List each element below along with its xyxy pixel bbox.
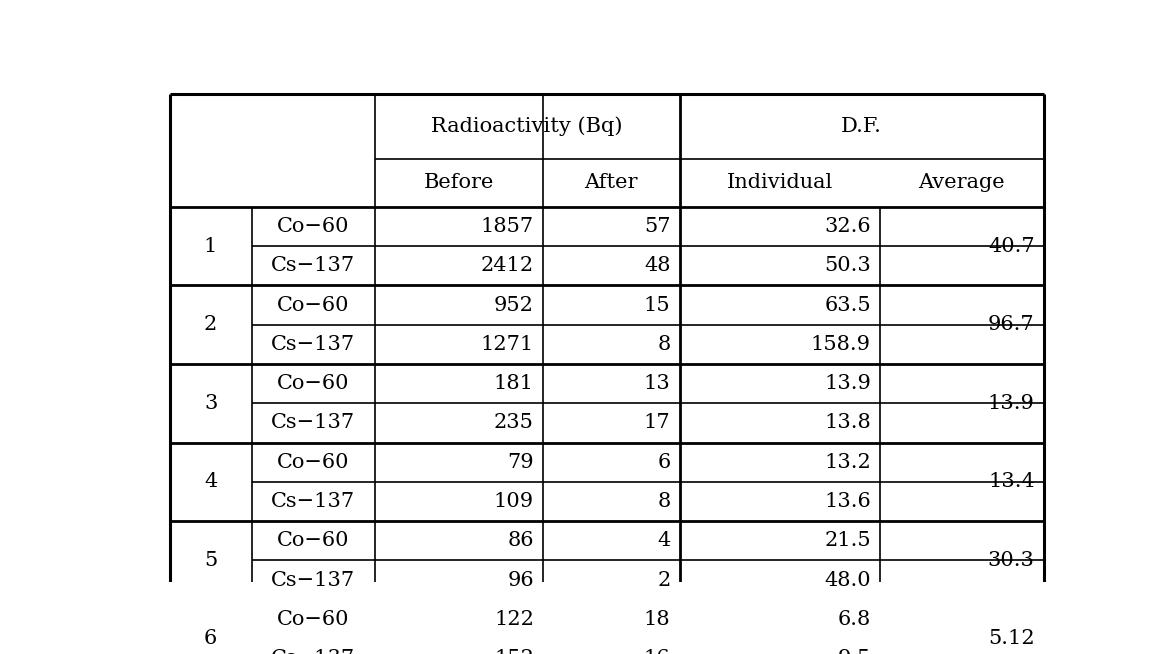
Text: 2412: 2412 xyxy=(481,256,533,275)
Text: 48.0: 48.0 xyxy=(824,570,871,589)
Text: 21.5: 21.5 xyxy=(824,531,871,550)
Text: 50.3: 50.3 xyxy=(824,256,871,275)
Text: Average: Average xyxy=(919,173,1005,192)
Text: 1857: 1857 xyxy=(481,217,533,236)
Text: Individual: Individual xyxy=(726,173,833,192)
Text: 63.5: 63.5 xyxy=(824,296,871,315)
Text: 952: 952 xyxy=(494,296,533,315)
Text: 122: 122 xyxy=(494,610,533,629)
Text: 17: 17 xyxy=(644,413,671,432)
Text: 13.9: 13.9 xyxy=(824,374,871,393)
Text: Co−60: Co−60 xyxy=(277,453,349,472)
Text: 1271: 1271 xyxy=(481,335,533,354)
Text: 6: 6 xyxy=(204,629,217,649)
Text: 79: 79 xyxy=(508,453,533,472)
Text: 152: 152 xyxy=(494,649,533,654)
Text: 109: 109 xyxy=(494,492,533,511)
Text: 86: 86 xyxy=(508,531,533,550)
Text: 158.9: 158.9 xyxy=(811,335,871,354)
Text: 8: 8 xyxy=(657,335,671,354)
Text: 9.5: 9.5 xyxy=(838,649,871,654)
Text: 13.9: 13.9 xyxy=(988,394,1035,413)
Text: 15: 15 xyxy=(644,296,671,315)
Text: 16: 16 xyxy=(644,649,671,654)
Text: Cs−137: Cs−137 xyxy=(271,492,355,511)
Text: 13.2: 13.2 xyxy=(824,453,871,472)
Text: 57: 57 xyxy=(644,217,671,236)
Text: Co−60: Co−60 xyxy=(277,296,349,315)
Text: 5: 5 xyxy=(204,551,217,570)
Text: 40.7: 40.7 xyxy=(988,237,1035,256)
Text: 235: 235 xyxy=(494,413,533,432)
Text: Co−60: Co−60 xyxy=(277,531,349,550)
Text: Cs−137: Cs−137 xyxy=(271,570,355,589)
Text: 30.3: 30.3 xyxy=(988,551,1035,570)
Text: 13.8: 13.8 xyxy=(824,413,871,432)
Text: 48: 48 xyxy=(644,256,671,275)
Text: Co−60: Co−60 xyxy=(277,374,349,393)
Text: 8: 8 xyxy=(657,492,671,511)
Text: 32.6: 32.6 xyxy=(824,217,871,236)
Text: 13: 13 xyxy=(644,374,671,393)
Text: Before: Before xyxy=(423,173,494,192)
Text: 2: 2 xyxy=(204,315,217,334)
Text: Co−60: Co−60 xyxy=(277,217,349,236)
Text: Cs−137: Cs−137 xyxy=(271,256,355,275)
Text: After: After xyxy=(584,173,638,192)
Text: 13.6: 13.6 xyxy=(824,492,871,511)
Text: 6: 6 xyxy=(657,453,671,472)
Text: 13.4: 13.4 xyxy=(988,472,1035,491)
Text: Co−60: Co−60 xyxy=(277,610,349,629)
Text: D.F.: D.F. xyxy=(841,117,882,136)
Text: Radioactivity (Bq): Radioactivity (Bq) xyxy=(431,116,623,136)
Text: 5.12: 5.12 xyxy=(988,629,1035,649)
Text: 6.8: 6.8 xyxy=(838,610,871,629)
Text: 1: 1 xyxy=(204,237,217,256)
Text: 4: 4 xyxy=(204,472,217,491)
Text: 18: 18 xyxy=(644,610,671,629)
Text: 2: 2 xyxy=(657,570,671,589)
Text: 3: 3 xyxy=(204,394,217,413)
Text: Cs−137: Cs−137 xyxy=(271,649,355,654)
Text: 96.7: 96.7 xyxy=(988,315,1035,334)
Text: 4: 4 xyxy=(657,531,671,550)
Text: Cs−137: Cs−137 xyxy=(271,335,355,354)
Text: 181: 181 xyxy=(494,374,533,393)
Text: Cs−137: Cs−137 xyxy=(271,413,355,432)
Text: 96: 96 xyxy=(508,570,533,589)
